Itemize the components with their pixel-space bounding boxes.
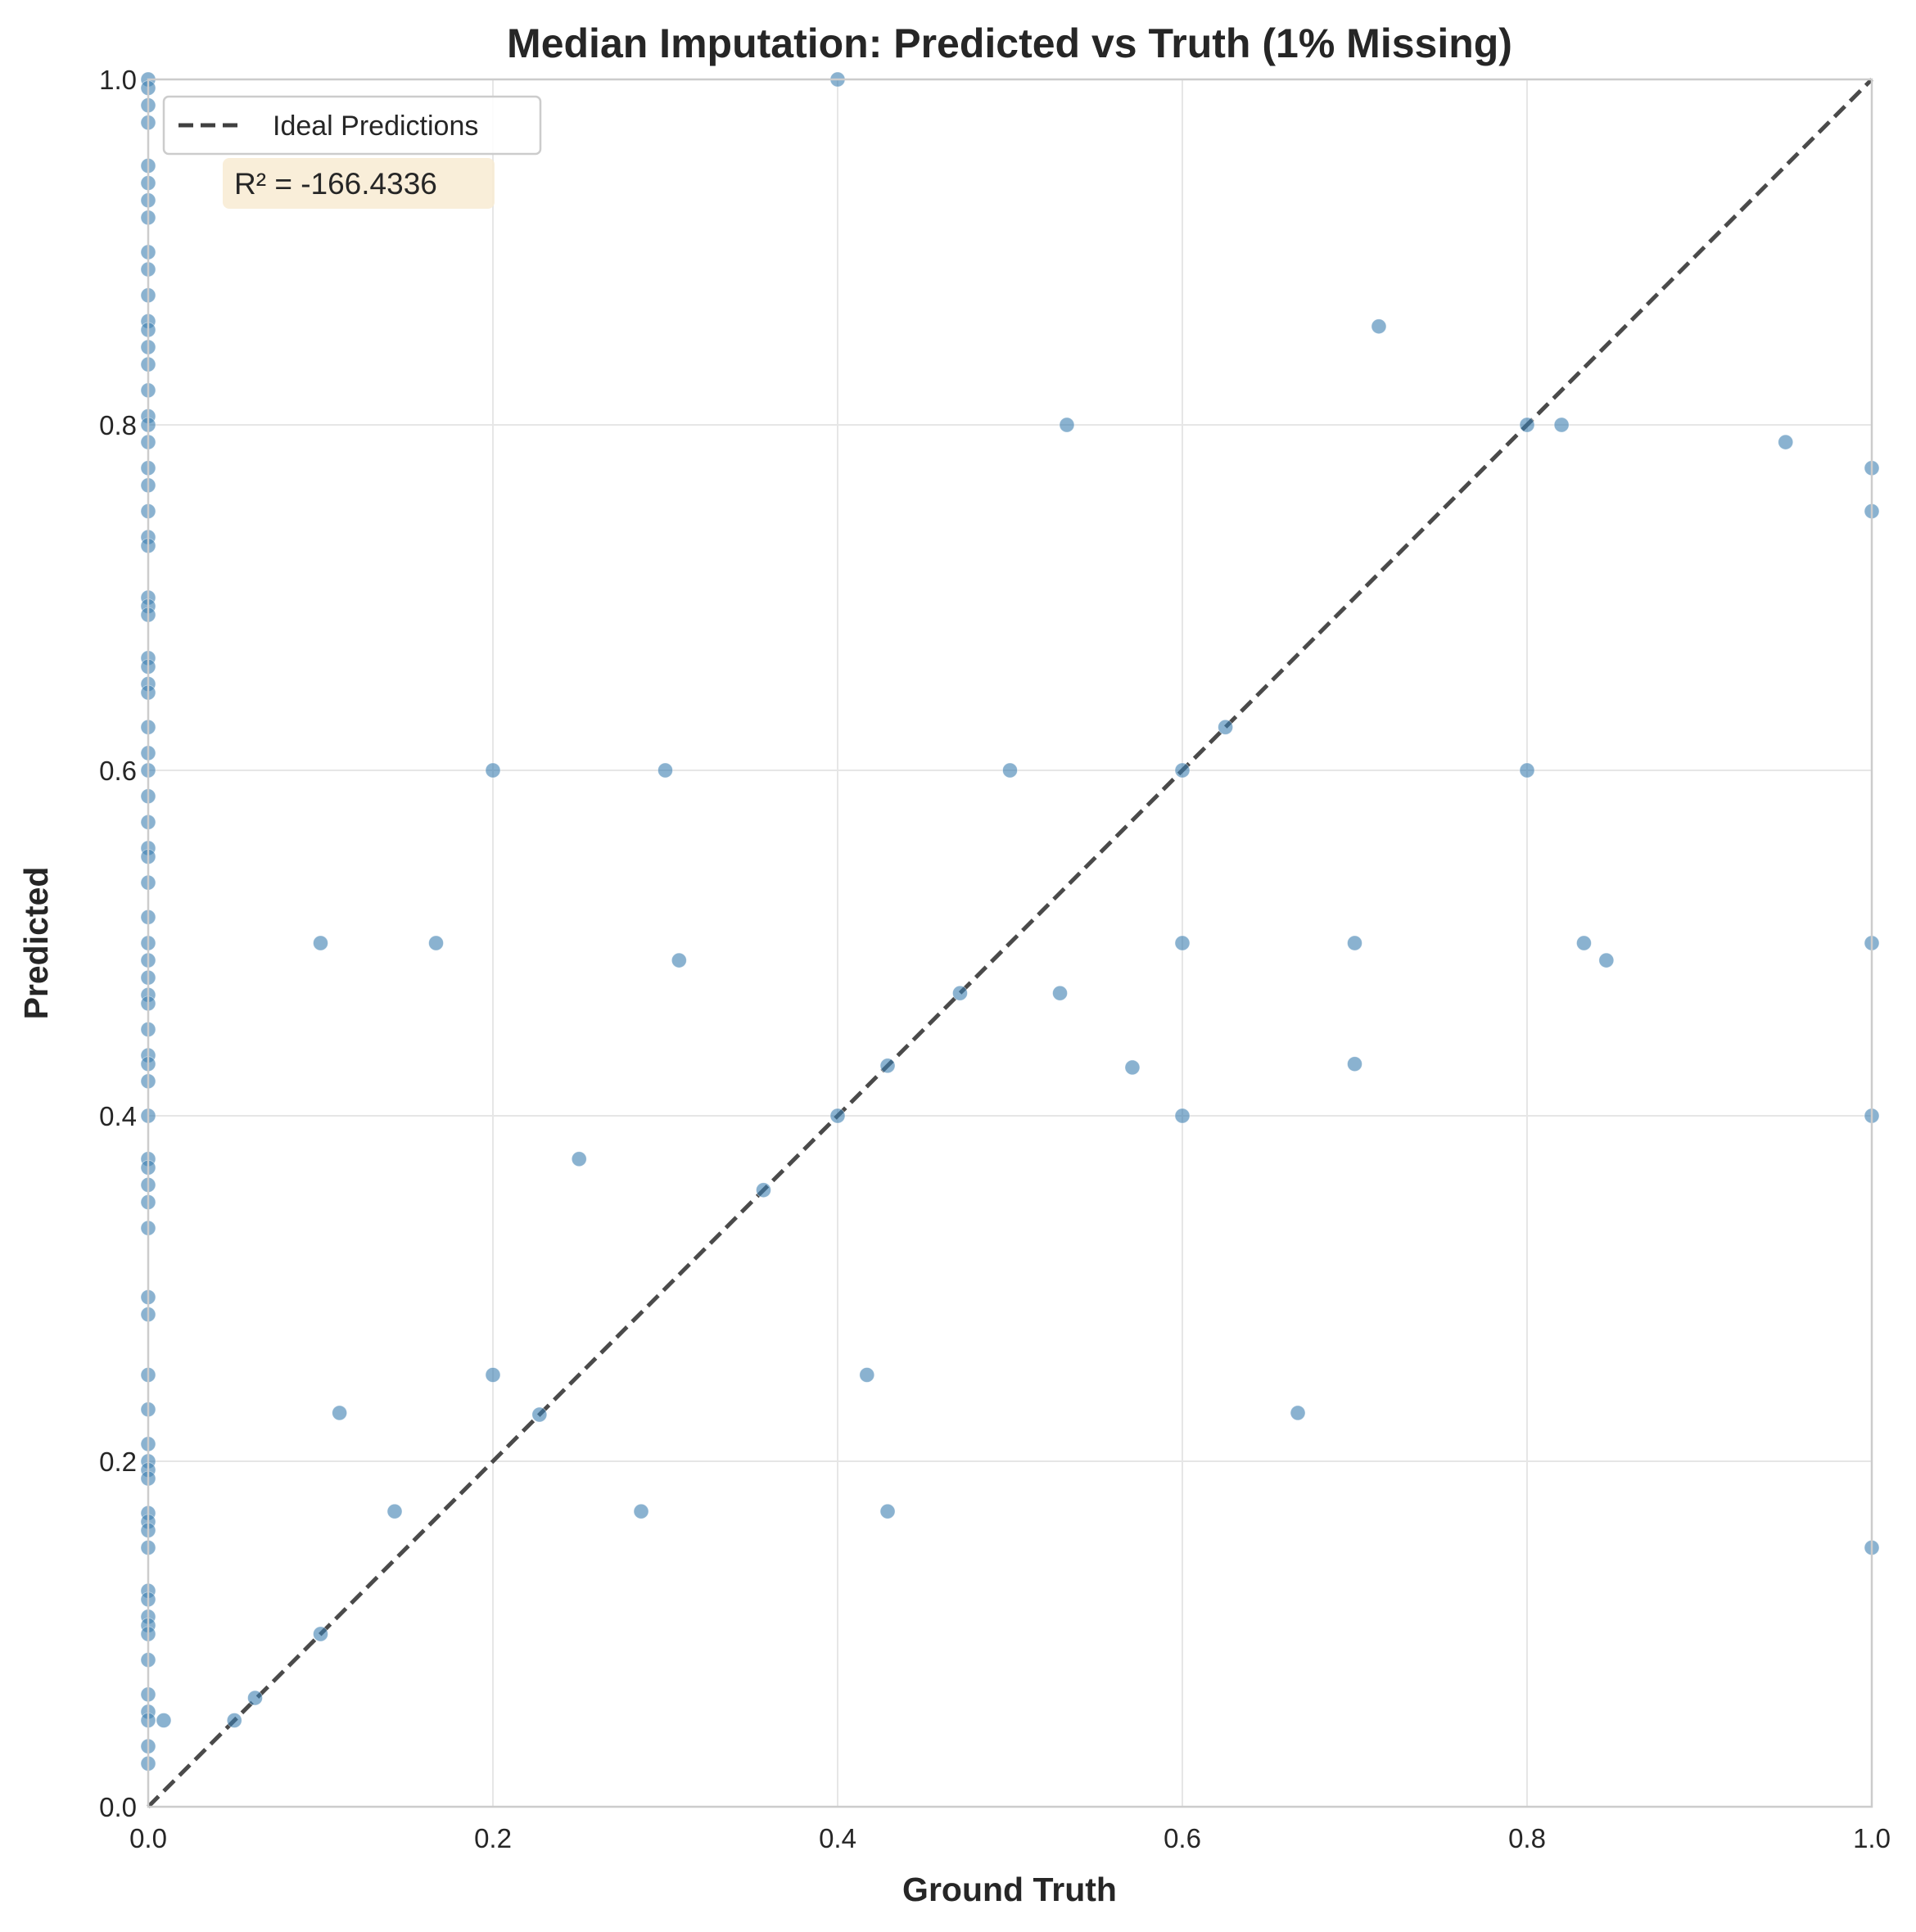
x-tick-label: 0.4 <box>819 1823 856 1853</box>
data-point <box>1778 434 1794 450</box>
data-point <box>633 1503 649 1519</box>
data-point <box>247 1690 263 1706</box>
data-point <box>1218 719 1234 735</box>
r-squared-annotation: R² = -166.4336 <box>223 158 495 209</box>
data-point <box>952 985 968 1001</box>
data-point <box>756 1182 771 1198</box>
data-point <box>1371 318 1387 335</box>
data-point <box>571 1151 587 1167</box>
x-tick-label: 1.0 <box>1853 1823 1891 1853</box>
x-axis-label: Ground Truth <box>902 1871 1117 1908</box>
data-point <box>1519 417 1535 433</box>
data-point <box>1174 935 1191 951</box>
data-point <box>531 1406 548 1423</box>
data-point <box>485 1367 501 1383</box>
data-point <box>386 1503 403 1519</box>
data-point <box>1174 1108 1191 1124</box>
y-tick-label: 0.0 <box>99 1792 137 1822</box>
data-point <box>226 1713 242 1728</box>
data-point <box>879 1503 896 1519</box>
legend-box <box>162 95 542 156</box>
y-axis-label: Predicted <box>17 867 55 1020</box>
r-squared-text: R² = -166.4336 <box>234 167 437 201</box>
annotation-box <box>223 158 495 209</box>
y-tick-label: 0.6 <box>99 756 137 786</box>
data-point <box>671 952 687 968</box>
data-point <box>428 935 444 951</box>
data-point <box>156 1713 172 1728</box>
y-tick-label: 0.4 <box>99 1101 137 1131</box>
data-point <box>829 1108 846 1124</box>
data-point <box>332 1405 348 1421</box>
data-point <box>1598 952 1615 968</box>
x-tick-label: 0.0 <box>129 1823 167 1853</box>
data-point <box>313 935 328 951</box>
x-axis-ticks: 0.0 0.2 0.4 0.6 0.8 1.0 <box>129 1823 1891 1853</box>
data-point <box>1059 417 1075 433</box>
data-point <box>485 762 501 779</box>
data-point <box>1576 935 1592 951</box>
data-point <box>1002 762 1018 779</box>
data-point <box>1347 935 1362 951</box>
data-point <box>1052 985 1068 1001</box>
data-point <box>1347 1056 1362 1072</box>
legend: Ideal Predictions <box>162 95 542 156</box>
ideal-predictions-line <box>147 78 1873 1808</box>
x-tick-label: 0.8 <box>1508 1823 1546 1853</box>
y-axis-ticks: 0.0 0.2 0.4 0.6 0.8 1.0 <box>99 65 137 1822</box>
y-tick-label: 0.2 <box>99 1447 137 1477</box>
data-point <box>1519 762 1535 779</box>
x-tick-label: 0.2 <box>474 1823 512 1853</box>
data-point <box>879 1058 896 1074</box>
y-tick-label: 1.0 <box>99 65 137 95</box>
data-point <box>657 762 673 779</box>
data-point <box>1290 1405 1306 1421</box>
legend-label: Ideal Predictions <box>273 111 478 142</box>
data-point <box>859 1367 875 1383</box>
data-point <box>1174 762 1191 779</box>
data-point <box>1553 417 1570 433</box>
y-tick-label: 0.8 <box>99 410 137 440</box>
chart-title: Median Imputation: Predicted vs Truth (1… <box>507 20 1512 66</box>
x-tick-label: 0.6 <box>1164 1823 1201 1853</box>
plot-frame <box>147 78 1873 1808</box>
data-point <box>313 1626 328 1642</box>
data-point <box>1124 1059 1141 1076</box>
